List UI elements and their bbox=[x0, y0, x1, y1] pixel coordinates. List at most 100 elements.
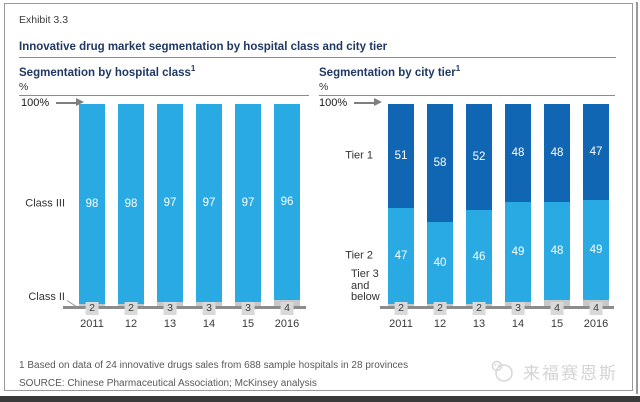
series-label: Class II bbox=[28, 291, 65, 304]
segment-value-box: 2 bbox=[394, 301, 408, 315]
segment-class-iii: 97 bbox=[196, 103, 222, 302]
segment-tier-2: 48 bbox=[544, 201, 570, 300]
window-bottom-band bbox=[0, 396, 640, 402]
x-axis-label: 12 bbox=[124, 317, 138, 330]
segment-value-box: 2 bbox=[85, 301, 99, 315]
series-labels: Class III Class II bbox=[19, 104, 71, 308]
segment-tier-2: 47 bbox=[388, 207, 414, 304]
title-rule bbox=[19, 57, 616, 58]
stacked-bar-14: 97 3 bbox=[196, 103, 222, 315]
stacked-bar-15: 48 48 4 bbox=[544, 103, 570, 315]
segment-value: 47 bbox=[589, 145, 603, 158]
segment-value: 48 bbox=[550, 146, 564, 159]
x-axis-labels: 2011 12 13 14 15 2016 bbox=[79, 318, 300, 330]
panel-rule bbox=[319, 94, 615, 96]
x-axis-label: 14 bbox=[511, 317, 525, 330]
segment-value: 49 bbox=[511, 245, 525, 258]
segment-value-box: 4 bbox=[550, 301, 564, 315]
stacked-bar-12: 58 40 2 bbox=[427, 103, 453, 315]
x-axis-label: 13 bbox=[163, 317, 177, 330]
segment-value-box: 3 bbox=[163, 301, 177, 315]
segment-value: 48 bbox=[550, 244, 564, 257]
segment-tier-1: 58 bbox=[427, 103, 453, 223]
exhibit-page: Exhibit 3.3 Innovative drug market segme… bbox=[4, 3, 633, 391]
bars-group: 98 2 98 2 97 3 97 3 97 3 96 4 bbox=[79, 103, 300, 315]
series-label: Tier 2 bbox=[345, 249, 373, 262]
segment-class-iii: 98 bbox=[118, 103, 144, 304]
stacked-bar-14: 48 49 3 bbox=[505, 103, 531, 315]
chart-header-footnote-marker: 1 bbox=[455, 64, 461, 73]
segment-tier-1: 52 bbox=[466, 103, 492, 210]
segment-tier-1: 51 bbox=[388, 103, 414, 208]
hundred-percent-marker: 100% bbox=[319, 96, 383, 109]
segment-tier-2: 46 bbox=[466, 209, 492, 304]
x-axis-label: 2011 bbox=[80, 317, 104, 330]
chart-header-text: Segmentation by hospital class bbox=[19, 66, 191, 79]
bars-group: 51 47 2 58 40 2 52 46 2 48 49 3 48 48 4 47 49 4 bbox=[388, 103, 609, 315]
source-line: SOURCE: Chinese Pharmaceutical Associati… bbox=[19, 377, 317, 389]
segment-value: 58 bbox=[433, 156, 447, 169]
x-axis-line bbox=[380, 305, 614, 309]
segment-value: 97 bbox=[202, 196, 216, 209]
hundred-percent-label: 100% bbox=[319, 96, 348, 109]
chart-panel-hospital-class: Segmentation by hospital class1 % 100% C… bbox=[19, 64, 309, 334]
segment-value-box: 3 bbox=[241, 301, 255, 315]
x-axis-line bbox=[63, 305, 306, 309]
stacked-bar-15: 97 3 bbox=[235, 103, 261, 315]
hundred-percent-marker: 100% bbox=[21, 97, 85, 109]
right-arrow-icon bbox=[56, 98, 85, 107]
x-axis-label: 2016 bbox=[274, 317, 300, 330]
charts-row: Segmentation by hospital class1 % 100% C… bbox=[19, 64, 616, 334]
x-axis-label: 2011 bbox=[389, 317, 413, 330]
segment-tier-1: 47 bbox=[583, 103, 609, 200]
series-labels: Tier 1 Tier 2 Tier 3 and below bbox=[319, 104, 379, 308]
chart-header: Segmentation by hospital class1 bbox=[19, 64, 309, 79]
chart-body-hospital-class: 100% Class III Class II 98 2 98 2 97 3 97 3 97 3 96… bbox=[19, 96, 309, 334]
unit-label: % bbox=[319, 80, 329, 93]
segment-class-iii: 97 bbox=[157, 103, 183, 302]
x-axis-label: 13 bbox=[472, 317, 486, 330]
segment-class-iii: 97 bbox=[235, 103, 261, 302]
segment-value: 97 bbox=[163, 196, 177, 209]
stacked-bar-2011: 51 47 2 bbox=[388, 103, 414, 315]
panel-rule bbox=[19, 94, 309, 96]
segment-value: 52 bbox=[472, 150, 486, 163]
chart-panel-city-tier: Segmentation by city tier1 % 100% Tier 1… bbox=[319, 64, 615, 334]
stacked-bar-13: 52 46 2 bbox=[466, 103, 492, 315]
segment-value: 97 bbox=[241, 196, 255, 209]
series-label: Tier 1 bbox=[345, 149, 373, 162]
segment-value: 46 bbox=[472, 250, 486, 263]
segment-value: 47 bbox=[394, 249, 408, 262]
x-axis-label: 15 bbox=[550, 317, 564, 330]
segment-value: 40 bbox=[433, 256, 447, 269]
footnote: 1 Based on data of 24 innovative drugs s… bbox=[19, 359, 409, 371]
chart-header-footnote-marker: 1 bbox=[190, 64, 196, 73]
segment-tier-2: 40 bbox=[427, 222, 453, 304]
segment-value-box: 2 bbox=[124, 301, 138, 315]
stacked-bar-2011: 98 2 bbox=[79, 103, 105, 315]
segment-tier-1: 48 bbox=[544, 103, 570, 202]
segment-value: 51 bbox=[394, 149, 408, 162]
right-arrow-icon bbox=[354, 98, 383, 107]
segment-value: 98 bbox=[85, 197, 99, 210]
segment-tier-2: 49 bbox=[583, 199, 609, 300]
segment-value-box: 3 bbox=[511, 301, 525, 315]
exhibit-label: Exhibit 3.3 bbox=[19, 14, 69, 26]
segment-tier-1: 48 bbox=[505, 103, 531, 202]
stacked-bar-12: 98 2 bbox=[118, 103, 144, 315]
segment-value-box: 4 bbox=[280, 301, 294, 315]
watermark-text: 来福赛恩斯 bbox=[523, 363, 618, 383]
chart-header-text: Segmentation by city tier bbox=[319, 66, 456, 79]
chart-body-city-tier: 100% Tier 1 Tier 2 Tier 3 and below 51 47 2 5… bbox=[319, 96, 615, 334]
segment-value: 49 bbox=[589, 243, 603, 256]
segment-value-box: 2 bbox=[472, 301, 486, 315]
stacked-bar-2016: 96 4 bbox=[274, 103, 300, 315]
chart-header: Segmentation by city tier1 bbox=[319, 64, 615, 79]
x-axis-label: 12 bbox=[433, 317, 447, 330]
segment-class-iii: 96 bbox=[274, 103, 300, 300]
unit-label: % bbox=[19, 80, 29, 93]
segment-value-box: 3 bbox=[202, 301, 216, 315]
x-axis-labels: 2011 12 13 14 15 2016 bbox=[388, 318, 609, 330]
watermark-logo-icon bbox=[491, 360, 513, 382]
stacked-bar-13: 97 3 bbox=[157, 103, 183, 315]
